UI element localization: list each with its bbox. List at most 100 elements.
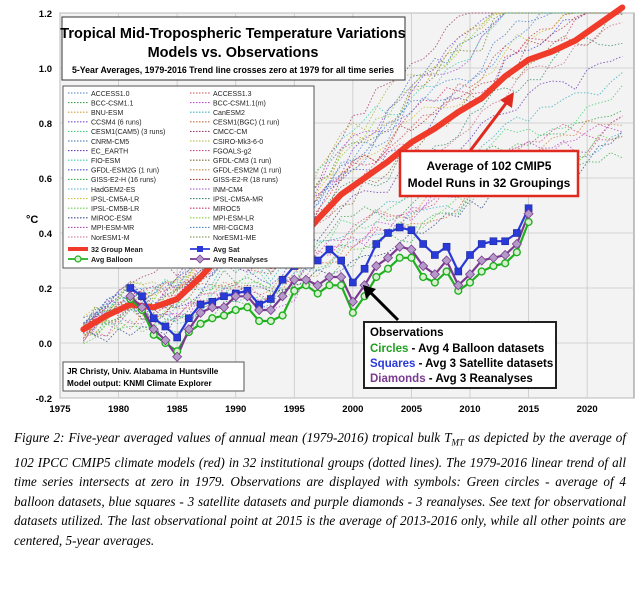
balloon-circle-marker <box>255 316 264 326</box>
legend-model-label: CanESM2 <box>213 110 245 117</box>
reanalysis-diamond-marker <box>488 252 499 263</box>
reanalysis-diamond-marker <box>183 324 194 335</box>
y-tick-label: 0.8 <box>39 119 52 130</box>
figure-caption: Figure 2: Five-year averaged values of a… <box>14 428 626 550</box>
obs-circles-text: - Avg 4 Balloon datasets <box>408 343 544 355</box>
y-axis-label: °C <box>26 214 38 226</box>
legend-model-label: CMCC-CM <box>213 129 247 136</box>
y-tick-label: 0.2 <box>39 284 52 295</box>
reanalysis-diamond-marker <box>324 271 335 283</box>
obs-squares-text: - Avg 3 Satellite datasets <box>415 358 553 370</box>
balloon-circle-marker <box>383 264 393 273</box>
sat-square-marker <box>196 300 205 309</box>
model-line <box>83 12 623 324</box>
x-tick-label: 1985 <box>167 404 189 415</box>
reanalysis-diamond-marker <box>242 291 253 302</box>
legend-model-label: GISS-E2-R (18 runs) <box>213 177 278 184</box>
caption-text: Figure 2: Five-year averaged values of a… <box>14 430 452 445</box>
balloon-circle-marker <box>489 261 498 271</box>
legend-model-label: EC_EARTH <box>91 148 128 155</box>
reanalysis-diamond-marker <box>207 302 218 313</box>
y-tick-label: 1.2 <box>39 9 52 20</box>
reanalysis-diamond-marker <box>218 302 230 313</box>
balloon-circle-marker <box>243 303 252 312</box>
balloon-circle-marker <box>337 281 346 290</box>
reanalysis-diamond-marker <box>371 260 382 272</box>
sat-square-marker <box>325 245 334 254</box>
model-line <box>83 123 623 330</box>
balloon-circle-marker <box>219 311 229 320</box>
title-box <box>61 16 406 81</box>
model-line <box>83 72 623 325</box>
obs-circles-word: Circles <box>370 343 408 355</box>
main-series-lines <box>80 4 626 358</box>
sat-square-marker <box>407 226 416 235</box>
reanalysis-diamond-marker <box>277 291 288 302</box>
sat-square-marker <box>126 284 135 292</box>
reanalysis-diamond-marker <box>500 249 511 261</box>
sat-square-marker <box>466 251 474 259</box>
legend-model-label: MIROC5 <box>213 206 240 213</box>
sat-square-marker <box>360 264 369 273</box>
x-tick-label: 2005 <box>401 404 423 415</box>
chart-title: Tropical Mid-Tropospheric Temperature Va… <box>60 26 405 42</box>
y-tick-label: 0.4 <box>39 229 53 240</box>
reanalysis-diamond-marker <box>441 255 452 266</box>
legend-model-label: MRI-CGCM3 <box>213 225 254 232</box>
sat-square-marker <box>349 278 357 287</box>
model-line <box>83 37 623 327</box>
legend-model-label: MPI-ESM-LR <box>213 216 254 223</box>
chart-subtitle: Models vs. Observations <box>148 45 319 61</box>
balloon-circle-marker <box>313 289 322 298</box>
legend-model-label: BCC-CSM1.1 <box>91 100 134 107</box>
sat-square-marker <box>267 295 275 303</box>
reanalysis-diamond-marker <box>336 271 347 283</box>
reanalysis-diamond-marker <box>476 255 487 266</box>
x-tick-label: 2015 <box>518 404 540 415</box>
model-line <box>83 13 623 326</box>
sat-square-marker <box>372 240 381 248</box>
sat-square-marker <box>384 229 392 237</box>
legend-model-label: IPSL-CM5A-LR <box>91 196 139 203</box>
x-tick-label: 2020 <box>577 404 598 415</box>
obs-annotation-arrow <box>367 289 400 322</box>
obs-annotation-diamonds: Diamonds - Avg 3 Reanalyses <box>370 373 533 385</box>
obs-annotation-squares: Squares - Avg 3 Satellite datasets <box>370 358 553 370</box>
legend-box <box>62 85 315 269</box>
legend-main-label: 32 Group Mean <box>91 245 143 254</box>
obs-annotation-box <box>363 321 557 389</box>
reanalysis-diamond-marker <box>300 274 312 285</box>
model-annotation-arrowhead <box>500 92 514 108</box>
reanalysis-diamond-marker <box>172 351 183 362</box>
legend-main-entries: 32 Group Mean Avg Sat Avg Balloon Avg Reana… <box>68 245 268 264</box>
reanalysis-diamond-marker <box>254 304 265 316</box>
caption-subscript: MT <box>451 437 465 448</box>
model-line <box>83 12 623 329</box>
credit-line-2: Model output: KNMI Climate Explorer <box>67 379 212 388</box>
legend-main-label: Avg Reanalyses <box>213 255 268 264</box>
balloon-circle-marker <box>512 248 521 257</box>
legend-model-label: ACCESS1.3 <box>213 91 252 98</box>
balloon-circle-marker <box>325 281 334 290</box>
balloon-circle-marker <box>477 267 486 276</box>
reanalysis-diamond-marker <box>453 280 464 291</box>
obs-diamonds-text: - Avg 3 Reanalyses <box>426 373 533 385</box>
legend-model-label: IPSL-CM5A-MR <box>213 196 263 203</box>
balloon-circle-marker <box>524 217 533 227</box>
legend-model-label: GFDL-ESM2G (1 run) <box>91 168 159 175</box>
model-line <box>83 12 623 339</box>
model-line <box>83 119 623 338</box>
x-tick-label: 1995 <box>284 404 306 415</box>
balloon-circle-marker <box>348 308 357 317</box>
legend-model-label: GFDL-CM3 (1 run) <box>213 158 271 165</box>
legend-model-label: BNU-ESM <box>91 110 123 117</box>
legend-model-label: CCSM4 (6 runs) <box>91 120 142 127</box>
legend-model-label: CSIRO-Mk3-6-0 <box>213 139 263 146</box>
temperature-chart: -0.20.00.20.40.60.81.01.2 1975 1980 1985 19… <box>26 4 635 415</box>
model-annotation-arrow <box>468 97 512 152</box>
reanalysis-diamond-marker <box>289 274 300 285</box>
reanalysis-diamond-marker <box>394 241 405 252</box>
sat-square-marker <box>419 240 427 248</box>
sat-square-marker <box>513 229 521 237</box>
reanalysis-diamond-marker <box>464 269 476 280</box>
